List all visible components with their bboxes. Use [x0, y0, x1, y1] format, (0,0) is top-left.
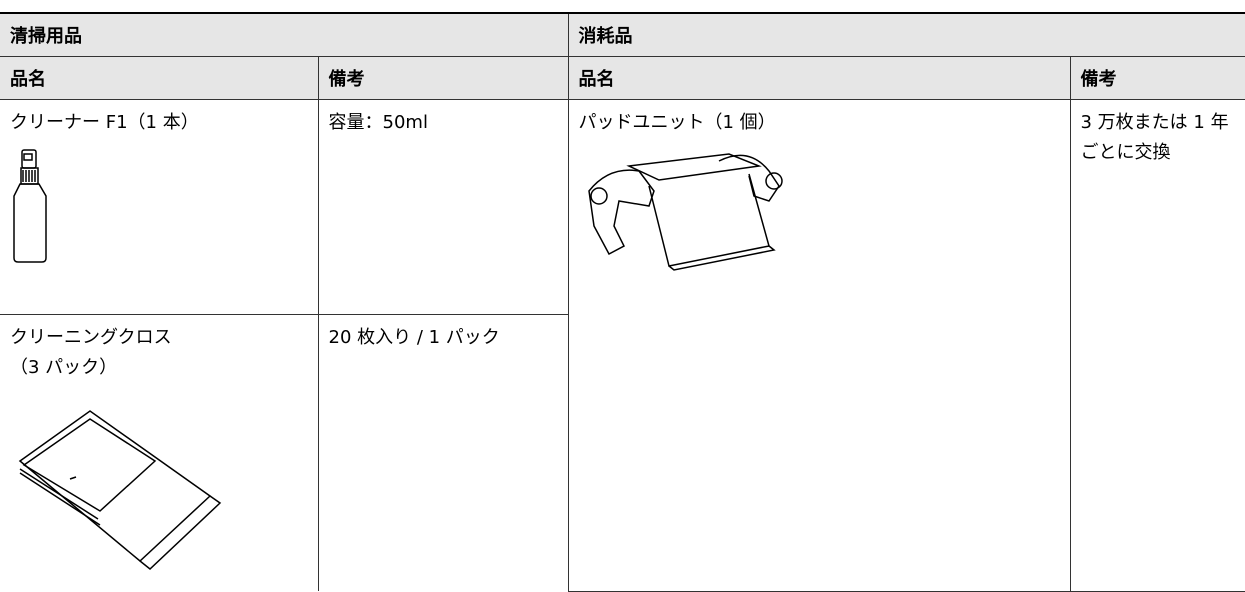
group-header: 清掃用品 — [0, 13, 569, 57]
cleaning-cloth-image — [18, 410, 222, 570]
supplies-table: 清掃用品 消耗品 品名 備考 品名 備考 クリーナー F1（1 本） 容量：50… — [0, 12, 1245, 592]
item-name: パッドユニット（1 個） — [578, 112, 776, 133]
cell: パッドユニット（1 個） — [567, 99, 1071, 592]
cell: 20 枚入り / 1 パック — [317, 314, 568, 591]
column-header: 備考 — [317, 56, 569, 100]
group-header: 消耗品 — [567, 13, 1245, 57]
item-note: 20 枚入り / 1 パック — [328, 327, 500, 348]
cell: 容量：50ml — [317, 99, 569, 315]
item-note: 3 万枚または 1 年ごとに交換 — [1080, 112, 1229, 163]
pad-unit-image — [587, 153, 783, 271]
item-note: 容量：50ml — [328, 112, 428, 133]
item-name: クリーナー F1（1 本） — [10, 112, 199, 133]
column-header: 品名 — [567, 56, 1071, 100]
page: {"table": {"groups": ["清掃用品", "消耗品"], "h… — [0, 12, 1245, 592]
column-header: 備考 — [1069, 56, 1245, 100]
cell: 3 万枚または 1 年ごとに交換 — [1069, 99, 1245, 592]
item-name: クリーニングクロス — [10, 327, 172, 348]
item-name: （3 パック） — [10, 357, 118, 378]
cell: クリーナー F1（1 本） — [0, 99, 319, 315]
cleaner-bottle-image — [13, 149, 47, 263]
column-header: 品名 — [0, 56, 319, 100]
cell: クリーニングクロス （3 パック） — [0, 314, 319, 591]
